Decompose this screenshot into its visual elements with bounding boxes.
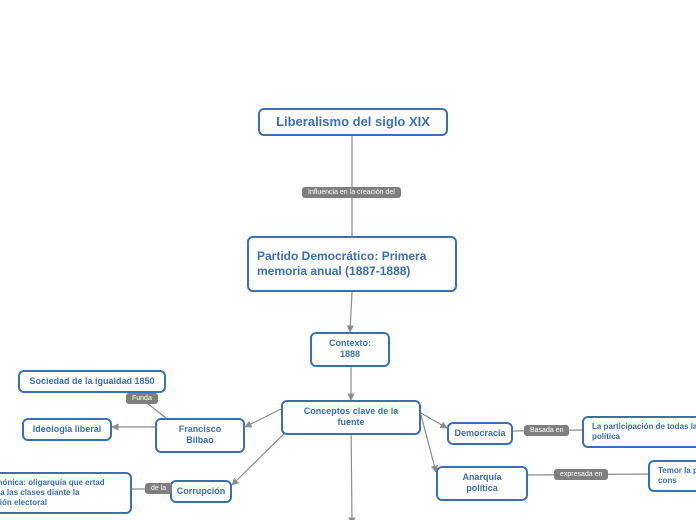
node-label: Contexto: 1888 bbox=[320, 338, 380, 361]
node-corrupcion[interactable]: Corrupción bbox=[170, 480, 232, 503]
mindmap-canvas: Liberalismo del siglo XIX Partido Democrá… bbox=[0, 0, 696, 520]
edge-label-funda: Funda bbox=[126, 393, 158, 404]
edge-label-text: Influencia en la creación del bbox=[308, 189, 395, 196]
edge-label-text: Funda bbox=[132, 395, 152, 402]
edge-label-text: Basada en bbox=[530, 427, 563, 434]
node-label: a hegemónica: oligarquía que ertad polít… bbox=[0, 478, 122, 508]
node-label: Temor la para cons bbox=[658, 466, 696, 486]
node-label: Corrupción bbox=[177, 486, 226, 497]
node-conceptos[interactable]: Conceptos clave de la fuente bbox=[281, 400, 421, 435]
node-label: Conceptos clave de la fuente bbox=[291, 406, 411, 429]
node-partido[interactable]: Partido Democrático: Primera memoria anu… bbox=[247, 236, 457, 292]
node-label: Anarquía política bbox=[446, 472, 518, 495]
edge-label-expresada: expresada en bbox=[554, 469, 608, 480]
edge-label-influencia: Influencia en la creación del bbox=[302, 187, 401, 198]
node-participacion[interactable]: La participación de todas la en la polít… bbox=[582, 416, 696, 448]
node-hegemonica[interactable]: a hegemónica: oligarquía que ertad polít… bbox=[0, 472, 132, 514]
node-label: La participación de todas la en la polít… bbox=[592, 422, 696, 442]
node-democracia[interactable]: Democracia bbox=[447, 422, 513, 445]
node-ideologia[interactable]: Ideología liberal bbox=[22, 418, 112, 441]
node-label: Democracia bbox=[454, 428, 505, 439]
node-label: Francisco Bilbao bbox=[165, 424, 235, 447]
node-liberalismo[interactable]: Liberalismo del siglo XIX bbox=[258, 108, 448, 136]
node-label: Partido Democrático: Primera memoria anu… bbox=[257, 249, 447, 279]
node-temor[interactable]: Temor la para cons bbox=[648, 460, 696, 492]
node-label: Sociedad de la igualdad 1850 bbox=[29, 376, 154, 387]
edge-label-dela: de la bbox=[145, 483, 172, 494]
node-sociedad[interactable]: Sociedad de la igualdad 1850 bbox=[18, 370, 166, 393]
edge-label-text: expresada en bbox=[560, 471, 602, 478]
node-contexto[interactable]: Contexto: 1888 bbox=[310, 332, 390, 367]
node-bilbao[interactable]: Francisco Bilbao bbox=[155, 418, 245, 453]
node-label: Ideología liberal bbox=[33, 424, 102, 435]
edge-label-text: de la bbox=[151, 485, 166, 492]
edge-label-basada: Basada en bbox=[524, 425, 569, 436]
node-label: Liberalismo del siglo XIX bbox=[276, 114, 430, 130]
node-anarquia[interactable]: Anarquía política bbox=[436, 466, 528, 501]
